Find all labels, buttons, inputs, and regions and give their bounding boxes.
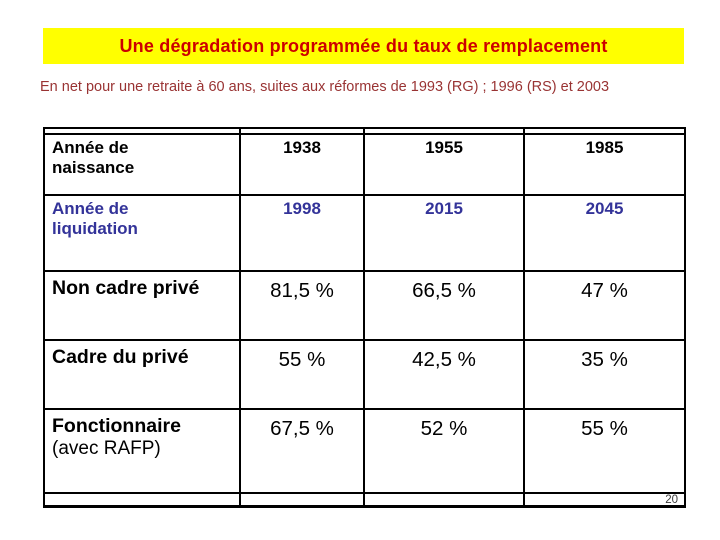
table-row-fonctionnaire: Fonctionnaire (avec RAFP) 67,5 % 52 % 55…: [43, 408, 686, 494]
row-label-cadre-du-prive: Cadre du privé: [43, 339, 241, 410]
row-label-annee-liquidation: Année de liquidation: [43, 194, 241, 272]
cell-cadre-col3: 35 %: [523, 339, 686, 410]
spacer-cell: [43, 492, 241, 508]
cell-naissance-col1: 1938: [239, 133, 365, 196]
table-row-non-cadre-prive: Non cadre privé 81,5 % 66,5 % 47 %: [43, 270, 686, 341]
row-label-non-cadre-prive: Non cadre privé: [43, 270, 241, 341]
cell-non-cadre-col3: 47 %: [523, 270, 686, 341]
cell-liquidation-col3: 2045: [523, 194, 686, 272]
row-label-line1: Non cadre privé: [52, 277, 200, 299]
slide-title: Une dégradation programmée du taux de re…: [119, 35, 608, 56]
table-row-annee-naissance: Année de naissance 1938 1955 1985: [43, 133, 686, 196]
cell-fonctionnaire-col2: 52 %: [363, 408, 525, 494]
page-number: 20: [665, 494, 678, 506]
spacer-cell: [363, 492, 525, 508]
cell-fonctionnaire-col3: 55 %: [523, 408, 686, 494]
table-spacer-row-bottom: [43, 492, 686, 508]
spacer-cell: [239, 492, 365, 508]
row-label-line2: liquidation: [52, 218, 138, 238]
row-label-line1: Cadre du privé: [52, 346, 189, 368]
table-row-annee-liquidation: Année de liquidation 1998 2015 2045: [43, 194, 686, 272]
replacement-rate-table: Année de naissance 1938 1955 1985 Année …: [43, 127, 686, 508]
spacer-cell: [363, 127, 525, 135]
cell-non-cadre-col1: 81,5 %: [239, 270, 365, 341]
spacer-cell: [239, 127, 365, 135]
row-label-line2: (avec RAFP): [52, 438, 161, 460]
cell-naissance-col3: 1985: [523, 133, 686, 196]
cell-cadre-col2: 42,5 %: [363, 339, 525, 410]
spacer-cell: [523, 492, 686, 508]
cell-cadre-col1: 55 %: [239, 339, 365, 410]
slide-subtitle: En net pour une retraite à 60 ans, suite…: [40, 79, 610, 95]
row-label-line2: naissance: [52, 157, 135, 177]
spacer-cell: [43, 127, 241, 135]
row-label-fonctionnaire: Fonctionnaire (avec RAFP): [43, 408, 241, 494]
cell-naissance-col2: 1955: [363, 133, 525, 196]
cell-liquidation-col1: 1998: [239, 194, 365, 272]
cell-non-cadre-col2: 66,5 %: [363, 270, 525, 341]
spacer-cell: [523, 127, 686, 135]
row-label-line1: Fonctionnaire: [52, 415, 181, 437]
table-row-cadre-du-prive: Cadre du privé 55 % 42,5 % 35 %: [43, 339, 686, 410]
table-spacer-row-top: [43, 127, 686, 135]
row-label-line1: Année de: [52, 199, 129, 218]
cell-fonctionnaire-col1: 67,5 %: [239, 408, 365, 494]
row-label-line1: Année de: [52, 138, 129, 157]
cell-liquidation-col2: 2015: [363, 194, 525, 272]
title-banner: Une dégradation programmée du taux de re…: [43, 28, 684, 64]
row-label-annee-naissance: Année de naissance: [43, 133, 241, 196]
